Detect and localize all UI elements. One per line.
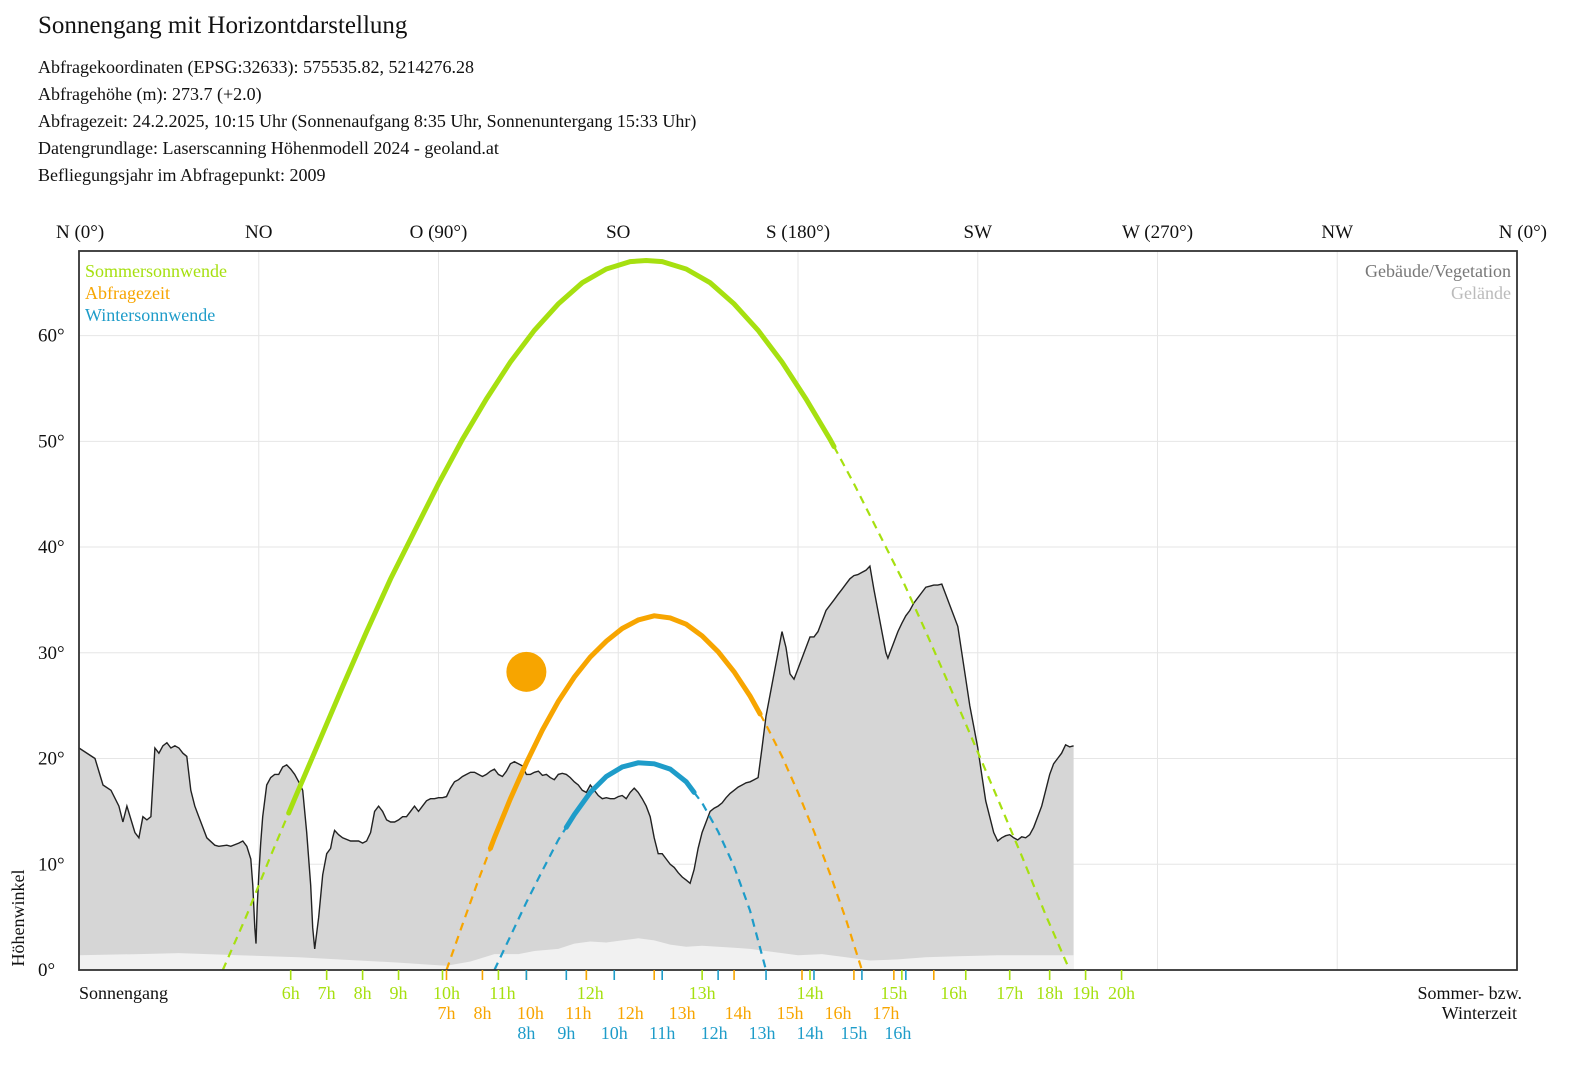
abfragezeit-visible-path bbox=[487, 613, 763, 851]
sun-paths bbox=[221, 257, 1071, 971]
direction-label: SO bbox=[606, 222, 630, 243]
y-tick-label: 40° bbox=[38, 537, 65, 558]
wintersonnwende-visible-path bbox=[563, 760, 697, 830]
y-tick-label: 60° bbox=[38, 326, 65, 347]
abfragezeit-hidden-left bbox=[445, 848, 492, 971]
hour-tick-label: 8h bbox=[354, 983, 372, 1003]
hour-tick-label: 8h bbox=[473, 1003, 491, 1023]
hour-tick-label: 16h bbox=[824, 1003, 851, 1023]
y-tick-label: 0° bbox=[38, 960, 55, 981]
hour-tick-label: 13h bbox=[689, 983, 716, 1003]
hour-tick-label: 15h bbox=[840, 1023, 867, 1043]
y-tick-label: 50° bbox=[38, 431, 65, 452]
hour-tick-label: 20h bbox=[1108, 983, 1135, 1003]
direction-label: N (0°) bbox=[56, 222, 104, 243]
hour-tick-label: 13h bbox=[749, 1023, 776, 1043]
hour-ticks: 6h 7h 8h 9h 10h 11h 12h 13h 14h 15h 16h 17h 18h 19h 20… bbox=[282, 970, 1135, 1043]
direction-label: S (180°) bbox=[766, 222, 830, 243]
hour-tick-label: 14h bbox=[796, 983, 823, 1003]
abfragezeit-hidden-right bbox=[759, 713, 863, 971]
y-tick-label: 30° bbox=[38, 643, 65, 664]
sommersonnwende-visible-path bbox=[286, 257, 837, 816]
time-mode-label: Sommer- bzw. bbox=[1418, 983, 1522, 1003]
sommersonnwende-hidden-right bbox=[833, 446, 1071, 971]
info-flight-year: Befliegungsjahr im Abfragepunkt: 2009 bbox=[38, 165, 326, 185]
hour-tick-label: 11h bbox=[649, 1023, 675, 1043]
direction-label: W (270°) bbox=[1122, 222, 1193, 243]
legend-item: Sommersonnwende bbox=[85, 261, 227, 281]
y-tick-label: 20° bbox=[38, 749, 65, 770]
wintersonnwende-hidden-left bbox=[493, 826, 568, 971]
hour-tick-label: 16h bbox=[884, 1023, 911, 1043]
hour-tick-label: 11h bbox=[565, 1003, 591, 1023]
hour-tick-label: 10h bbox=[601, 1023, 628, 1043]
legend-item: Gelände bbox=[1451, 283, 1511, 303]
page-title: Sonnengang mit Horizontdarstellung bbox=[38, 12, 408, 39]
legend-item: Abfragezeit bbox=[85, 283, 170, 303]
hour-tick-label: 11h bbox=[489, 983, 515, 1003]
horizon-fill bbox=[79, 566, 1074, 970]
axes: N (0°) NO O (90°) SO S (180°) SW W (270°) NW N (… bbox=[8, 222, 1547, 1023]
sun-position-marker bbox=[506, 651, 547, 692]
hour-tick-label: 16h bbox=[940, 983, 967, 1003]
direction-label: O (90°) bbox=[410, 222, 468, 243]
info-height: Abfragehöhe (m): 273.7 (+2.0) bbox=[38, 84, 262, 104]
hour-tick-label: 17h bbox=[872, 1003, 899, 1023]
hour-tick-label: 17h bbox=[996, 983, 1023, 1003]
hour-tick-label: 12h bbox=[617, 1003, 644, 1023]
hour-tick-label: 8h bbox=[517, 1023, 535, 1043]
hour-tick-label: 15h bbox=[777, 1003, 804, 1023]
y-axis-label: Höhenwinkel bbox=[8, 870, 28, 967]
hour-tick-label: 15h bbox=[880, 983, 907, 1003]
ground-fill bbox=[79, 938, 1074, 970]
plot-frame bbox=[78, 250, 1518, 971]
hour-tick-label: 10h bbox=[517, 1003, 544, 1023]
hour-tick-label: 12h bbox=[701, 1023, 728, 1043]
hour-tick-label: 12h bbox=[577, 983, 604, 1003]
legend-item: Wintersonnwende bbox=[85, 305, 215, 325]
direction-label: NW bbox=[1321, 222, 1353, 243]
legends: SommersonnwendeAbfragezeitWintersonnwend… bbox=[85, 261, 1511, 325]
hour-tick-label: 7h bbox=[318, 983, 336, 1003]
hour-tick-label: 19h bbox=[1072, 983, 1099, 1003]
hour-tick-label: 9h bbox=[390, 983, 408, 1003]
hour-tick-label: 18h bbox=[1036, 983, 1063, 1003]
sommersonnwende-hidden-left bbox=[221, 812, 290, 971]
hour-tick-label: 6h bbox=[282, 983, 300, 1003]
direction-label: N (0°) bbox=[1499, 222, 1547, 243]
hour-tick-label: 14h bbox=[796, 1023, 823, 1043]
legend-item: Gebäude/Vegetation bbox=[1365, 261, 1511, 281]
hour-tick-label: 10h bbox=[433, 983, 460, 1003]
wintersonnwende-hidden-right bbox=[693, 791, 768, 971]
sunpath-label: Sonnengang bbox=[79, 983, 168, 1003]
info-time: Abfragezeit: 24.2.2025, 10:15 Uhr (Sonne… bbox=[38, 111, 697, 131]
hour-tick-label: 13h bbox=[669, 1003, 696, 1023]
y-tick-label: 10° bbox=[38, 854, 65, 875]
hour-tick-label: 14h bbox=[725, 1003, 752, 1023]
info-coordinates: Abfragekoordinaten (EPSG:32633): 575535.… bbox=[38, 57, 474, 77]
direction-label: NO bbox=[245, 222, 272, 243]
header: Sonnengang mit Horizontdarstellung Abfra… bbox=[38, 12, 696, 189]
time-mode-label: Winterzeit bbox=[1442, 1003, 1517, 1023]
hour-tick-label: 9h bbox=[557, 1023, 575, 1043]
direction-label: SW bbox=[964, 222, 993, 243]
info-data-source: Datengrundlage: Laserscanning Höhenmodel… bbox=[38, 138, 499, 158]
hour-tick-label: 7h bbox=[437, 1003, 455, 1023]
